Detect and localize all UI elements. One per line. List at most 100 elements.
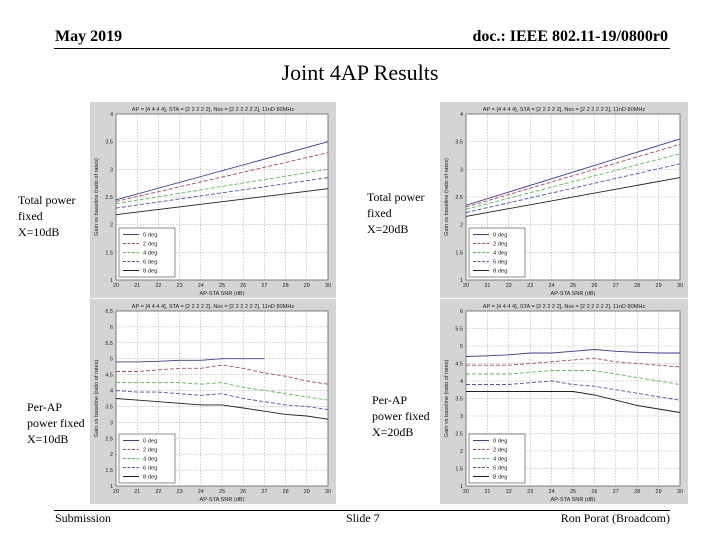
legend-entry: 8 deg: [143, 269, 158, 275]
y-axis-label: Gain vs baseline (ratio of rates): [94, 360, 100, 438]
y-tick-label: 2.5: [455, 195, 463, 201]
chart-per-ap-power-20db: AP = [4 4 4 4], STA = [2 2 2 2 2], Nss =…: [440, 299, 688, 504]
y-tick-label: 5.5: [455, 327, 463, 333]
legend-entry: 2 deg: [493, 242, 508, 248]
y-tick-label: 2: [110, 223, 113, 229]
legend-entry: 0 deg: [143, 439, 158, 445]
series-line: [465, 177, 681, 217]
x-tick-label: 21: [134, 489, 140, 495]
x-tick-label: 21: [134, 283, 140, 289]
x-tick-label: 30: [677, 283, 683, 289]
side-label-line: Per-AP: [372, 393, 408, 407]
x-tick-label: 28: [634, 283, 640, 289]
x-tick-label: 30: [325, 283, 331, 289]
x-tick-label: 27: [613, 283, 619, 289]
chart-per-ap-power-10db: AP = [4 4 4 4], STA = [2 2 2 2 2], Nss =…: [90, 299, 336, 504]
side-label-total-power-10db: Total power fixed X=10dB: [18, 192, 75, 240]
legend-entry: 6 deg: [493, 260, 508, 266]
footer-author: Ron Porat (Broadcom): [560, 511, 670, 525]
x-tick-label: 22: [506, 283, 512, 289]
footer-submission: Submission: [55, 511, 112, 525]
legend-entry: 4 deg: [493, 457, 508, 463]
side-label-line: power fixed: [372, 409, 430, 423]
series-line: [465, 163, 681, 213]
x-tick-label: 27: [261, 283, 267, 289]
side-label-line: Per-AP: [27, 400, 63, 414]
x-tick-label: 27: [261, 489, 267, 495]
x-tick-label: 24: [198, 489, 204, 495]
x-tick-label: 30: [677, 489, 683, 495]
series-line: [115, 141, 329, 201]
y-axis-label: Gain vs baseline (ratio of rates): [444, 360, 450, 438]
legend-entry: 6 deg: [493, 466, 508, 472]
legend-entry: 0 deg: [493, 233, 508, 239]
x-tick-label: 20: [113, 489, 119, 495]
y-tick-label: 3.5: [455, 397, 463, 403]
y-tick-label: 4: [460, 379, 463, 385]
chart-title: AP = [4 4 4 4], STA = [2 2 2 2 2], Nss =…: [483, 107, 646, 113]
y-tick-label: 5.5: [105, 341, 113, 347]
x-tick-label: 24: [198, 283, 204, 289]
y-tick-label: 1.5: [455, 467, 463, 473]
side-label-line: power fixed: [27, 416, 85, 430]
y-tick-label: 5: [110, 357, 113, 363]
y-tick-label: 4: [460, 112, 463, 118]
legend-entry: 2 deg: [143, 242, 158, 248]
series-line: [466, 391, 681, 413]
x-tick-label: 29: [656, 283, 662, 289]
x-tick-label: 20: [113, 283, 119, 289]
x-tick-label: 28: [283, 489, 289, 495]
side-label-total-power-20db: Total power fixed X=20dB: [367, 189, 424, 237]
y-tick-label: 4.5: [455, 362, 463, 368]
x-tick-label: 23: [177, 489, 183, 495]
y-tick-label: 4.5: [105, 373, 113, 379]
x-axis-label: AP-STA SNR (dB): [200, 497, 245, 503]
legend-entry: 2 deg: [143, 448, 158, 454]
x-axis-label: AP-STA SNR (dB): [551, 497, 596, 503]
y-tick-label: 2.5: [105, 195, 113, 201]
chart-title: AP = [4 4 4 4], STA = [2 2 2 2 2], Nss =…: [483, 304, 646, 310]
series-line: [465, 143, 681, 208]
chart-total-power-20db: AP = [4 4 4 4], STA = [2 2 2 2 2], Nss =…: [440, 102, 688, 298]
footer-slide-number: Slide 7: [346, 511, 380, 525]
header-date: May 2019: [55, 28, 123, 45]
x-tick-label: 27: [613, 489, 619, 495]
series-line: [115, 398, 329, 420]
y-tick-label: 4: [110, 112, 113, 118]
x-tick-label: 23: [527, 283, 533, 289]
x-tick-label: 22: [506, 489, 512, 495]
x-tick-label: 21: [484, 283, 490, 289]
side-label-line: Total power: [367, 190, 425, 204]
y-tick-label: 3.5: [105, 140, 113, 146]
y-tick-label: 3: [110, 420, 113, 426]
y-axis-label: Gain vs baseline (ratio of rates): [94, 158, 100, 236]
x-tick-label: 25: [570, 489, 576, 495]
x-tick-label: 21: [484, 489, 490, 495]
slide-title: Joint 4AP Results: [281, 60, 439, 85]
x-tick-label: 24: [549, 283, 555, 289]
legend-entry: 6 deg: [143, 260, 158, 266]
x-tick-label: 22: [155, 489, 161, 495]
x-tick-label: 29: [656, 489, 662, 495]
x-tick-label: 26: [240, 283, 246, 289]
y-tick-label: 1.5: [105, 468, 113, 474]
y-tick-label: 2: [460, 223, 463, 229]
y-tick-label: 3: [460, 167, 463, 173]
series-line: [115, 188, 329, 216]
y-tick-label: 5: [460, 344, 463, 350]
side-label-line: X=10dB: [27, 432, 69, 446]
y-tick-label: 6: [110, 325, 113, 331]
x-tick-label: 26: [240, 489, 246, 495]
side-label-per-ap-10db: Per-AP power fixed X=10dB: [27, 399, 85, 447]
y-tick-label: 2: [110, 452, 113, 458]
x-tick-label: 20: [463, 283, 469, 289]
y-tick-label: 1.5: [455, 250, 463, 256]
side-label-line: Total power: [18, 193, 76, 207]
x-tick-label: 28: [634, 489, 640, 495]
side-label-line: X=10dB: [18, 225, 60, 239]
y-tick-label: 6: [460, 309, 463, 315]
y-tick-label: 1: [460, 484, 463, 490]
y-tick-label: 2.5: [105, 436, 113, 442]
x-tick-label: 23: [177, 283, 183, 289]
y-tick-label: 2.5: [455, 432, 463, 438]
